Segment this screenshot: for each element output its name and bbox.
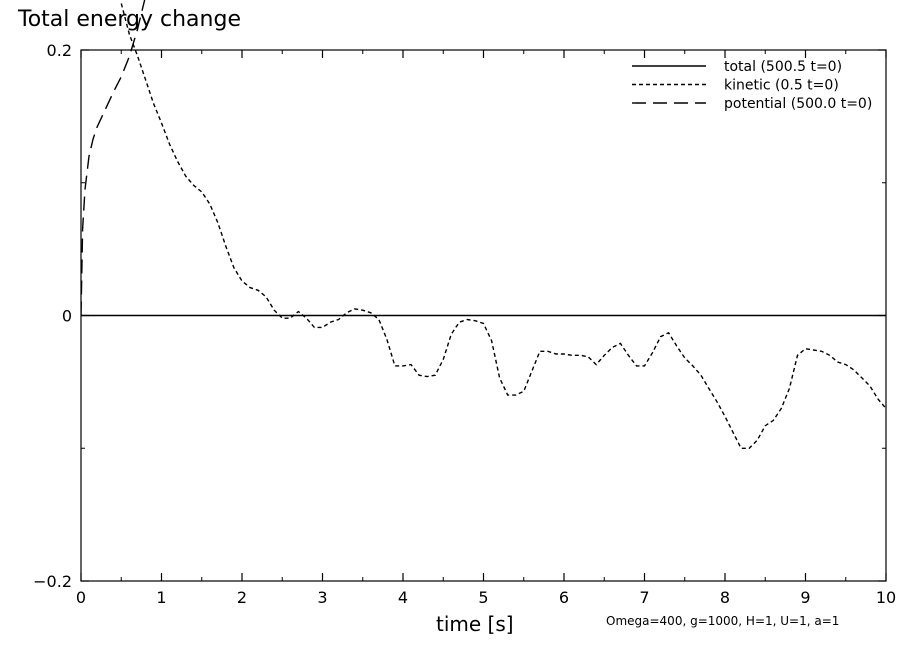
x-tick-label: 3 [317,588,327,607]
legend-entry: total (500.5 t=0) [724,59,842,75]
x-tick-label: 0 [76,588,86,607]
x-tick-label: 8 [720,588,730,607]
series-line-dashed [81,0,146,316]
y-tick-label: 0.2 [47,41,72,60]
x-tick-label: 2 [237,588,247,607]
legend-entry: potential (500.0 t=0) [724,96,872,112]
x-tick-label: 9 [800,588,810,607]
series-layer [81,0,886,449]
y-tick-label: −0.2 [33,572,72,591]
x-axis-label: time [s] [436,612,514,636]
x-tick-label: 1 [156,588,166,607]
parameters-note: Omega=400, g=1000, H=1, U=1, a=1 [606,614,840,628]
x-tick-label: 5 [478,588,488,607]
x-tick-label: 10 [876,588,896,607]
chart-title: Total energy change [18,7,241,32]
x-tick-label: 6 [559,588,569,607]
x-tick-label: 7 [639,588,649,607]
x-tick-label: 4 [398,588,408,607]
axis-tick-labels: 0 1 2 3 4 5 6 7 8 9 10−0.200.2 [33,41,896,607]
series-line-dotted [120,3,886,449]
legend-entry: kinetic (0.5 t=0) [724,78,839,94]
y-tick-label: 0 [62,307,72,326]
legend: total (500.5 t=0) kinetic (0.5 t=0) potent… [632,59,872,112]
